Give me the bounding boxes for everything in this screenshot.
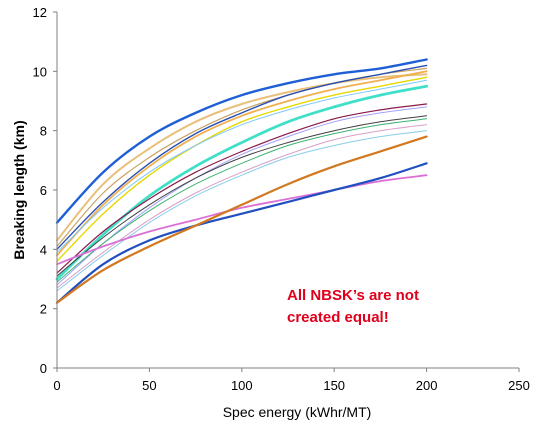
x-tick-label: 150 [323,378,345,393]
series-line-12 [56,118,428,283]
series-line-13 [56,124,428,289]
annotation-line-1: All NBSK’s are not [287,287,419,304]
series-lines [55,58,428,304]
y-tick-label: 12 [33,5,47,20]
y-tick-label: 8 [40,124,47,139]
series-line-17 [55,135,428,304]
tick-labels: 0 2 4 6 8 10 12 0 50 100 150 200 250 [33,5,530,393]
series-line-7 [56,79,428,253]
series-line-4 [56,64,428,250]
y-tick-label: 2 [40,302,47,317]
series-line-8 [55,84,428,281]
y-tick-label: 6 [40,183,47,198]
y-tick-label: 4 [40,242,47,257]
series-line-5 [56,70,428,257]
y-tick-label: 10 [33,64,47,79]
series-line-16 [55,162,428,304]
y-tick-label: 0 [40,361,47,376]
x-tick-label: 0 [53,378,60,393]
y-axis-label: Breaking length (km) [11,120,27,259]
series-line-11 [56,115,428,277]
x-tick-label: 250 [508,378,530,393]
x-axis-label: Spec energy (kWhr/MT) [223,404,372,420]
x-tick-label: 200 [416,378,438,393]
axes [53,11,520,372]
series-line-2 [56,73,428,242]
annotation-line-2: created equal! [287,309,389,326]
series-line-14 [56,130,428,292]
series-line-6 [56,76,428,262]
series-line-10 [56,106,428,286]
x-tick-label: 50 [142,378,156,393]
series-line-9 [56,103,428,274]
series-line-1 [55,58,428,224]
x-tick-label: 100 [231,378,253,393]
series-line-15 [56,174,428,266]
